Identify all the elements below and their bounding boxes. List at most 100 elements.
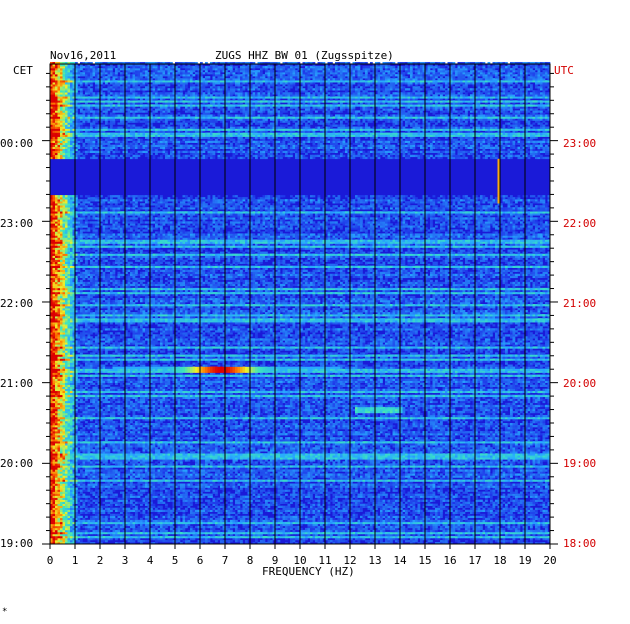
spectrogram-cell <box>145 516 148 518</box>
spectrogram-cell <box>105 504 108 506</box>
spectrogram-cell <box>263 528 266 530</box>
spectrogram-cell <box>318 526 321 528</box>
spectrogram-cell <box>210 526 213 528</box>
spectrogram-cell <box>385 540 388 542</box>
spectrogram-cell <box>413 528 416 530</box>
spectrogram-cell <box>493 536 496 538</box>
spectrogram-cell <box>213 498 216 500</box>
spectrogram-cell <box>255 536 258 538</box>
spectrogram-cell <box>503 508 506 510</box>
spectrogram-cell <box>163 540 166 542</box>
spectrogram-cell <box>55 538 58 540</box>
spectrogram-cell <box>130 506 133 508</box>
spectrogram-cell <box>433 524 436 526</box>
spectrogram-cell <box>503 524 506 526</box>
spectrogram-cell <box>438 496 441 498</box>
spectrogram-cell <box>533 534 536 536</box>
spectrogram-cell <box>195 479 198 481</box>
spectrogram-cell <box>390 540 393 542</box>
spectrogram-cell <box>453 532 456 534</box>
spectrogram-cell <box>245 506 248 508</box>
spectrogram-cell <box>508 502 511 504</box>
spectrogram-cell <box>95 530 98 532</box>
spectrogram-cell <box>515 530 518 532</box>
spectrogram-cell <box>58 475 61 477</box>
spectrogram-cell <box>188 504 191 506</box>
spectrogram-cell <box>55 504 58 506</box>
spectrogram-cell <box>135 475 138 477</box>
spectrogram-cell <box>230 534 233 536</box>
spectrogram-cell <box>438 524 441 526</box>
spectrogram-cell <box>440 528 443 530</box>
spectrogram-cell <box>280 520 283 522</box>
spectrogram-cell <box>368 540 371 542</box>
spectrogram-cell <box>503 510 506 512</box>
spectrogram-cell <box>483 518 486 520</box>
spectrogram-cell <box>490 498 493 500</box>
spectrogram-cell <box>70 540 73 542</box>
spectrogram-cell <box>480 492 483 494</box>
spectrogram-cell <box>210 506 213 508</box>
spectrogram-cell <box>235 540 238 542</box>
spectrogram-cell <box>185 538 188 540</box>
spectrogram-cell <box>183 510 186 512</box>
spectrogram-cell <box>385 532 388 534</box>
spectrogram-cell <box>230 484 233 486</box>
spectrogram-cell <box>160 479 163 481</box>
spectrogram-cell <box>433 500 436 502</box>
spectrogram-cell <box>70 518 73 520</box>
spectrogram-cell <box>328 524 331 526</box>
spectrogram-cell <box>168 516 171 518</box>
spectrogram-cell <box>368 526 371 528</box>
spectrogram-cell <box>195 518 198 520</box>
spectrogram-cell <box>533 502 536 504</box>
spectrogram-cell <box>355 516 358 518</box>
spectrogram-cell <box>440 488 443 490</box>
spectrogram-cell <box>110 520 113 522</box>
spectrogram-cell <box>545 524 548 526</box>
spectrogram-cell <box>420 510 423 512</box>
spectrogram-cell <box>468 502 471 504</box>
spectrogram-cell <box>170 520 173 522</box>
spectrogram-cell <box>220 516 223 518</box>
spectrogram-cell <box>263 526 266 528</box>
spectrogram-cell <box>540 496 543 498</box>
spectrogram-cell <box>108 538 111 540</box>
spectrogram-cell <box>408 530 411 532</box>
spectrogram-cell <box>58 522 61 524</box>
spectrogram-cell <box>405 516 408 518</box>
spectrogram-cell <box>313 526 316 528</box>
spectrogram-cell <box>483 522 486 524</box>
spectrogram-cell <box>228 512 231 514</box>
spectrogram-cell <box>428 494 431 496</box>
spectrogram-cell <box>358 510 361 512</box>
spectrogram-cell <box>68 481 71 483</box>
spectrogram-cell <box>363 504 366 506</box>
spectrogram-cell <box>143 481 146 483</box>
spectrogram-cell <box>170 496 173 498</box>
spectrogram-cell <box>110 506 113 508</box>
spectrogram-cell <box>208 496 211 498</box>
spectrogram-cell <box>235 538 238 540</box>
spectrogram-cell <box>513 520 516 522</box>
spectrogram-cell <box>260 536 263 538</box>
spectrogram-cell <box>55 479 58 481</box>
spectrogram-cell <box>493 504 496 506</box>
spectrogram-cell <box>413 534 416 536</box>
spectrogram-cell <box>255 530 258 532</box>
spectrogram-cell <box>490 492 493 494</box>
spectrogram-cell <box>370 520 373 522</box>
spectrogram-cell <box>53 479 56 481</box>
spectrogram-cell <box>285 479 288 481</box>
spectrogram-cell <box>83 504 86 506</box>
spectrogram-cell <box>70 481 73 483</box>
spectrogram-cell <box>495 524 498 526</box>
spectrogram-cell <box>143 524 146 526</box>
spectrogram-cell <box>280 486 283 488</box>
spectrogram-cell <box>160 486 163 488</box>
spectrogram-cell <box>543 496 546 498</box>
spectrogram-cell <box>408 477 411 479</box>
spectrogram-cell <box>293 538 296 540</box>
spectrogram-cell <box>385 520 388 522</box>
